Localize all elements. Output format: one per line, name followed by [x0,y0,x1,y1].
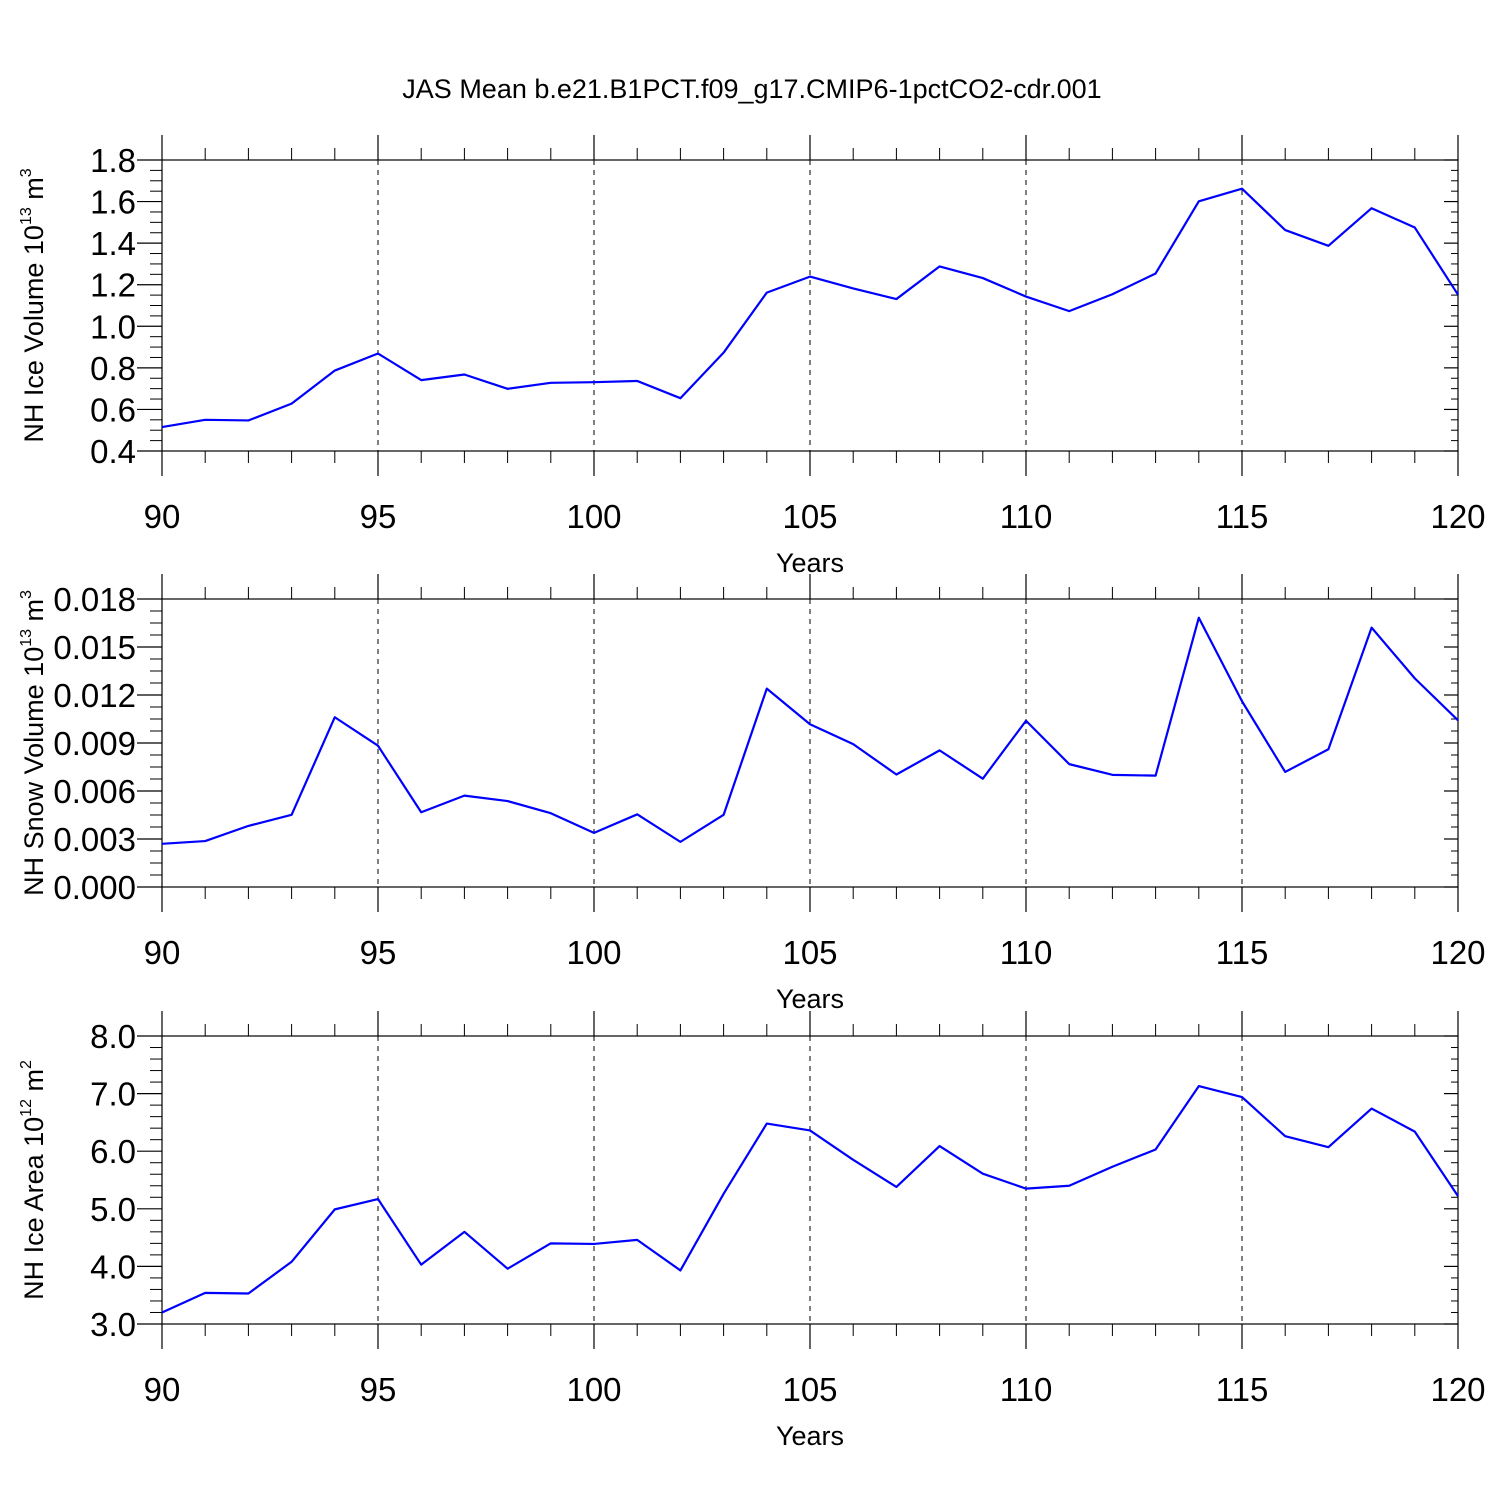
y-tick-label: 0.006 [53,773,136,810]
panels: 90 95 100 105 110 115 120 0.4 0.6 0.8 1.0 1.2 1.4 1.6… [18,135,1486,1451]
y-axis-title-part: NH Ice Volume 10 [19,225,49,443]
x-tick-label: 100 [566,498,621,535]
y-tick-label: 0.009 [53,725,136,762]
x-tick-label: 110 [1000,934,1053,971]
y-tick-label: 3.0 [90,1306,136,1343]
y-tick-label: 1.6 [90,184,136,221]
x-tick-label: 115 [1216,498,1269,535]
x-axis-title: Years [776,548,844,578]
y-axis-title-superscript: 13 [18,207,35,225]
x-tick-label: 115 [1216,934,1269,971]
x-tick-label: 90 [144,498,181,535]
x-axis-title: Years [776,1421,844,1451]
chart-title: JAS Mean b.e21.B1PCT.f09_g17.CMIP6-1pctC… [402,74,1101,104]
y-axis-title-superscript: 12 [18,1099,35,1117]
y-tick-label: 0.6 [90,391,136,428]
y-tick-label: 4.0 [90,1248,136,1285]
x-tick-label: 120 [1430,1371,1485,1408]
x-tick-label: 105 [782,934,837,971]
y-axis-title: NH Ice Volume 1013 m3 [18,168,49,442]
y-tick-label: 0.018 [53,581,136,618]
y-tick-label: 0.003 [53,821,136,858]
y-axis-title-part: NH Snow Volume 10 [19,647,49,896]
x-tick-label: 120 [1430,498,1485,535]
y-tick-label: 8.0 [90,1018,136,1055]
x-tick-label: 120 [1430,934,1485,971]
x-tick-label: 95 [360,498,397,535]
y-axis-title-superscript: 3 [18,590,35,599]
series-line-ice-area [161,1085,1459,1314]
y-tick-label: 0.4 [90,433,136,470]
y-tick-label: 0.012 [53,677,136,714]
x-tick-label: 115 [1216,1371,1269,1408]
x-tick-label: 100 [566,934,621,971]
y-tick-label: 0.8 [90,350,136,387]
y-tick-label: 6.0 [90,1133,136,1170]
x-tick-label: 105 [782,498,837,535]
x-axis-title: Years [776,984,844,1014]
y-tick-label: 1.8 [90,142,136,179]
y-axis-title-part: m [19,1069,49,1099]
y-tick-label: 1.0 [90,308,136,345]
x-tick-label: 110 [1000,498,1053,535]
y-axis-title-superscript: 13 [18,629,35,647]
panel-ice-area: 90 95 100 105 110 115 120 3.0 4.0 5.0 6.0 7.0 8.0 Yea… [18,1011,1486,1451]
x-tick-label: 95 [360,934,397,971]
y-tick-label: 1.2 [90,267,136,304]
x-tick-label: 95 [360,1371,397,1408]
y-tick-label: 5.0 [90,1191,136,1228]
x-tick-label: 100 [566,1371,621,1408]
x-tick-label: 110 [1000,1371,1053,1408]
y-axis-title-part: m [19,599,49,629]
x-tick-label: 90 [144,934,181,971]
panel-ice-volume: 90 95 100 105 110 115 120 0.4 0.6 0.8 1.0 1.2 1.4 1.6… [18,135,1486,578]
y-axis-title-part: NH Ice Area 10 [19,1117,49,1300]
y-tick-label: 0.015 [53,629,136,666]
y-axis-title-part: m [19,177,49,207]
y-axis-title: NH Ice Area 1012 m2 [18,1060,49,1300]
series-line-ice-volume [161,187,1459,429]
series-line-snow-volume [161,616,1459,845]
y-tick-label: 0.000 [53,869,136,906]
y-axis-title-superscript: 3 [18,168,35,177]
y-tick-label: 7.0 [90,1076,136,1113]
y-axis-title-superscript: 2 [18,1060,35,1069]
x-tick-label: 105 [782,1371,837,1408]
y-axis-title: NH Snow Volume 1013 m3 [18,590,49,896]
y-tick-label: 1.4 [90,225,136,262]
panel-snow-volume: 90 95 100 105 110 115 120 0.000 0.003 0.006 0.009 0… [18,574,1486,1014]
x-tick-label: 90 [144,1371,181,1408]
